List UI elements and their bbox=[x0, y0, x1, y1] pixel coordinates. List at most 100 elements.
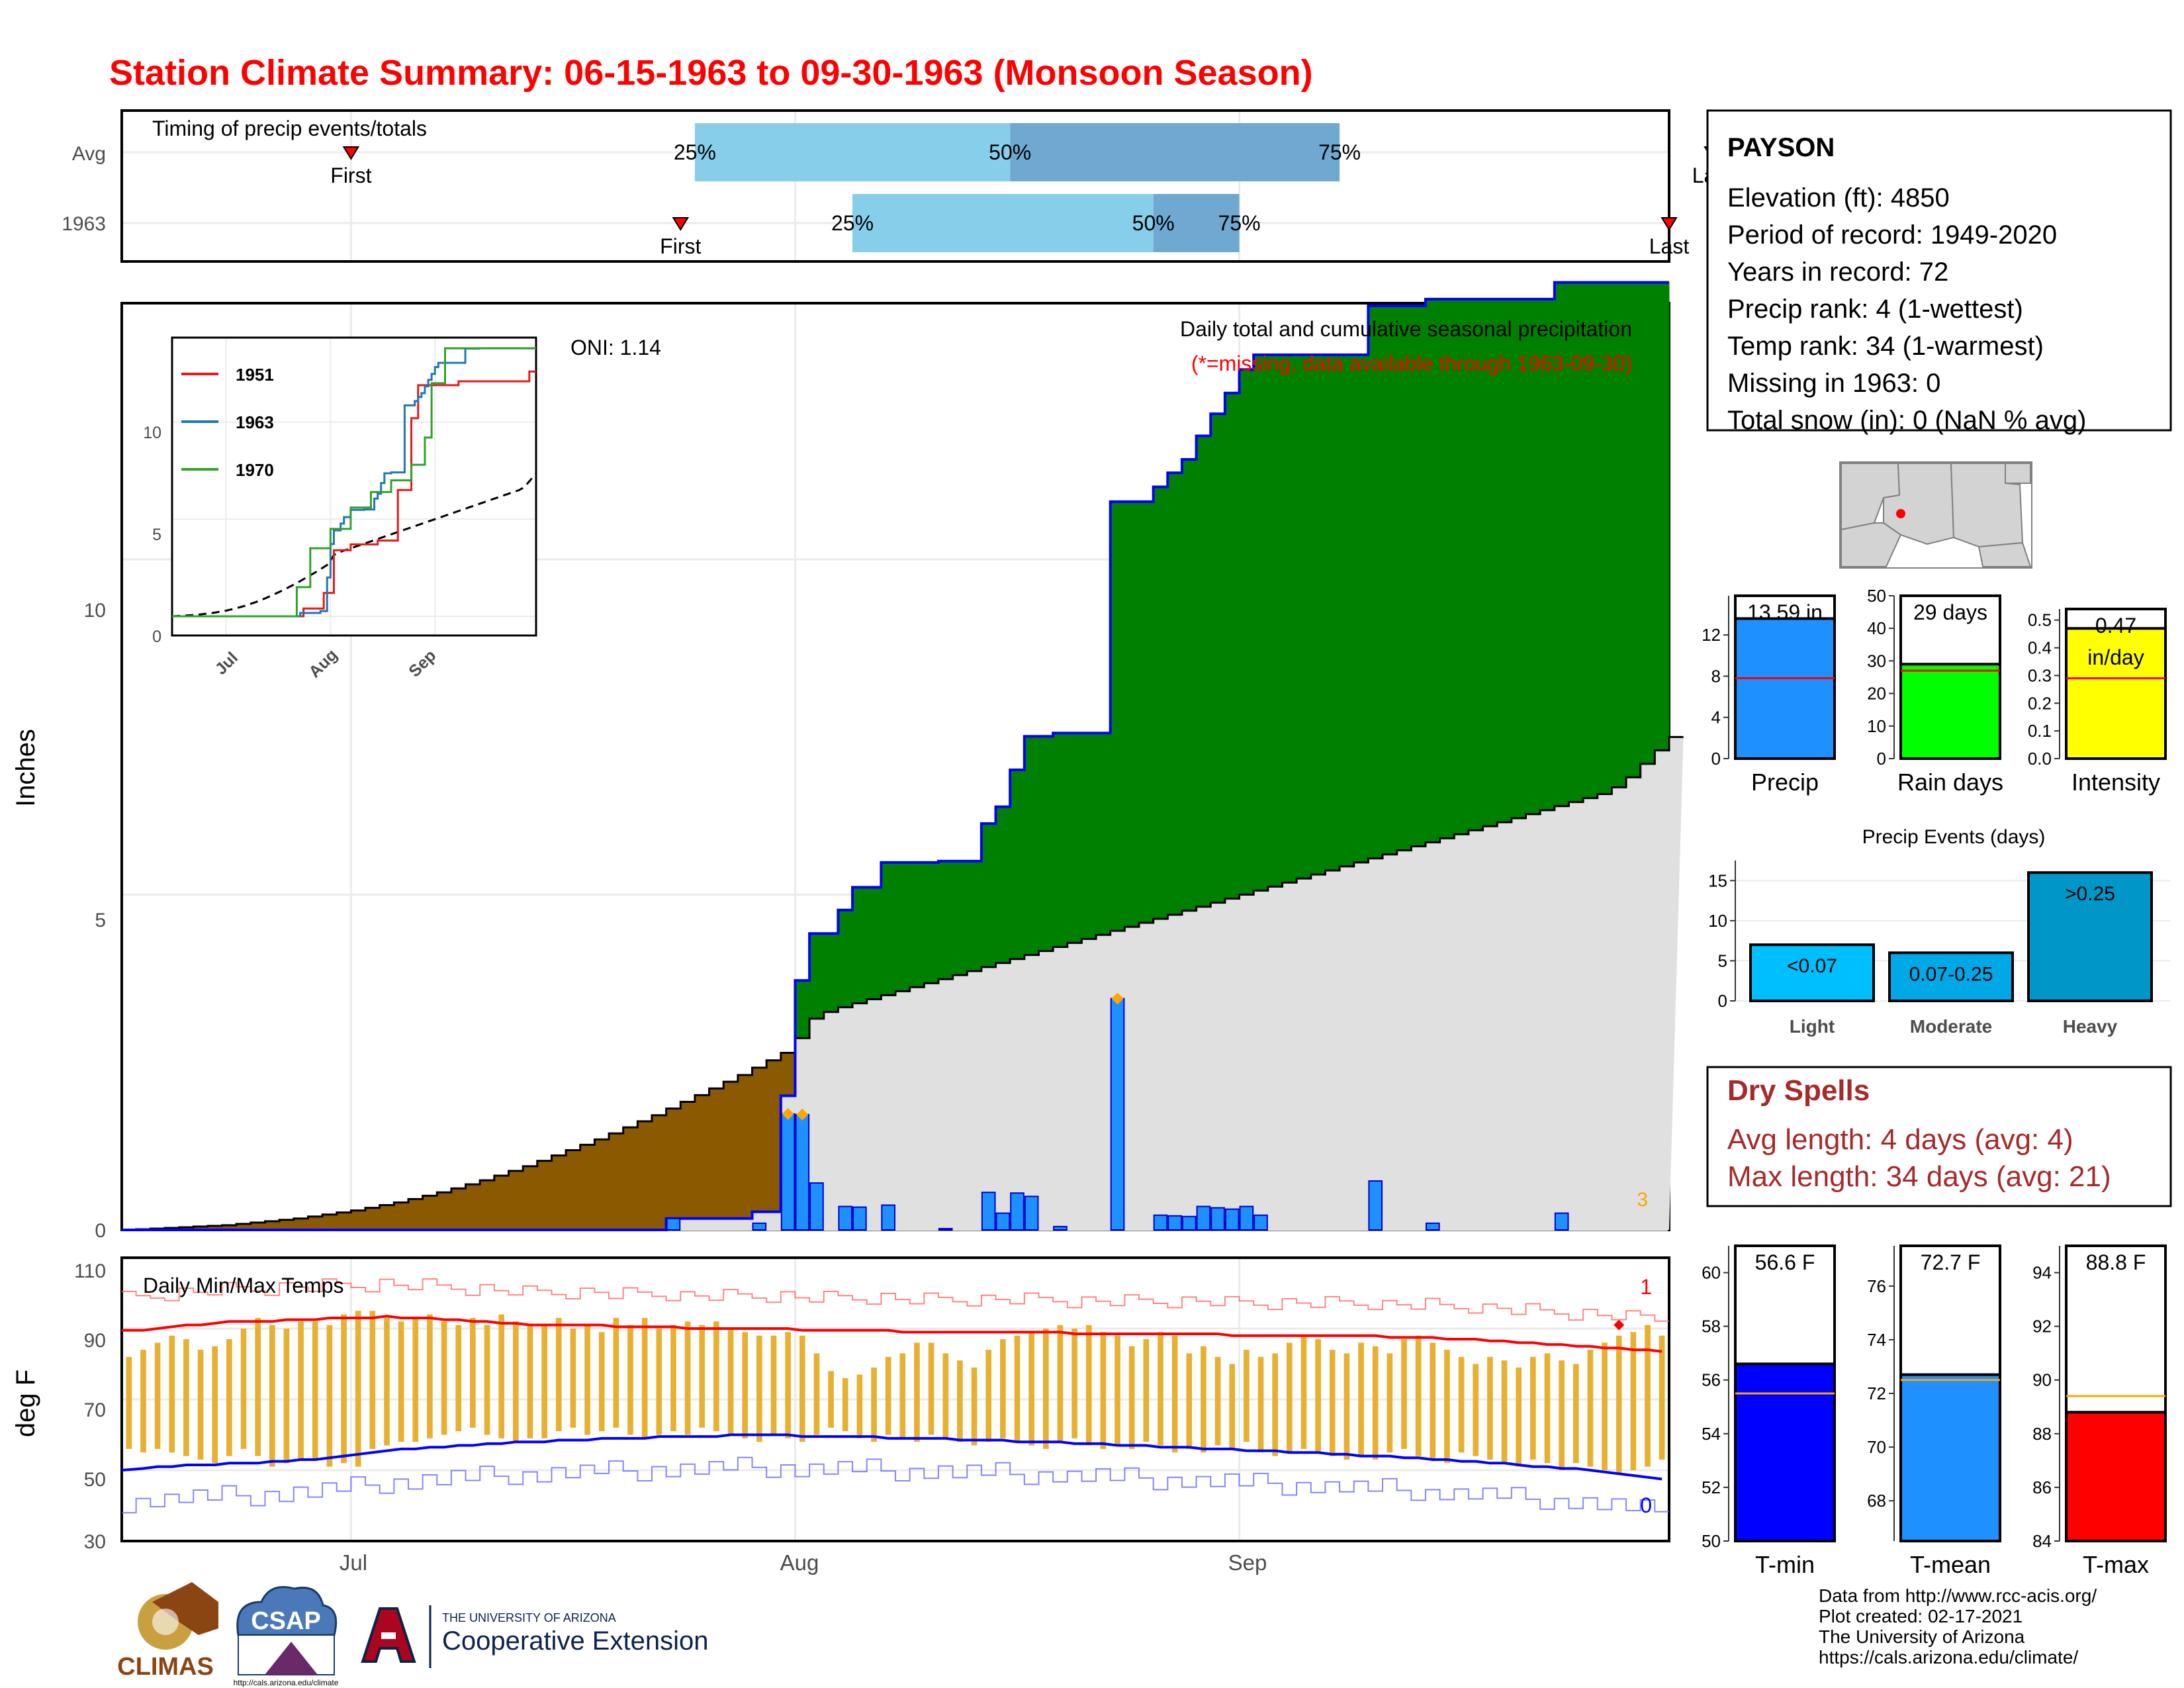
temp-bar-54 bbox=[899, 1353, 906, 1438]
csap-text: CSAP bbox=[251, 1607, 321, 1635]
above-average-fill-73 bbox=[1167, 473, 1183, 915]
below-average-fill-38 bbox=[666, 1108, 681, 1219]
temp-bar-24 bbox=[470, 1317, 476, 1428]
above-average-fill-74 bbox=[1181, 459, 1197, 911]
summary-intensity: 0.0 0.1 0.2 0.3 0.4 0.5 0.47 in/day Intensity bbox=[2028, 608, 2167, 796]
daily-precip-bar-79 bbox=[1253, 1214, 1268, 1231]
above-average-fill-100 bbox=[1554, 282, 1569, 806]
temp-bar-86 bbox=[1358, 1342, 1364, 1456]
temp-bar-60 bbox=[985, 1350, 992, 1442]
temp-bar-11 bbox=[283, 1329, 290, 1464]
timing-p50-label-1963: 50% bbox=[1132, 211, 1175, 235]
temp-bar-103 bbox=[1602, 1342, 1608, 1470]
daily-precip-bar-51 bbox=[852, 1206, 867, 1231]
page-title: Station Climate Summary: 06-15-1963 to 0… bbox=[109, 53, 1313, 93]
tmean-ytick-2: 72 bbox=[1867, 1383, 1886, 1403]
timing-p50-label-avg: 50% bbox=[989, 140, 1031, 164]
precip-name-label: Precip bbox=[1751, 769, 1819, 796]
temp-bar-95 bbox=[1487, 1356, 1493, 1460]
below-average-fill-41 bbox=[709, 1088, 724, 1219]
daily-precip-bar-57 bbox=[938, 1227, 953, 1231]
temp-ytick-90: 90 bbox=[84, 1330, 106, 1352]
inset-line-1970 bbox=[172, 347, 536, 618]
above-average-fill-53 bbox=[881, 862, 896, 996]
daily-precip-bar-87 bbox=[1368, 1180, 1383, 1231]
above-average-fill-59 bbox=[967, 861, 982, 971]
below-average-fill-4 bbox=[179, 1227, 194, 1230]
temp-bar-25 bbox=[484, 1325, 490, 1435]
below-average-fill-28 bbox=[523, 1166, 538, 1230]
events-ytick-1: 5 bbox=[1718, 951, 1727, 970]
temp-bar-32 bbox=[584, 1325, 590, 1435]
precip-value-label: 13.59 in bbox=[1747, 600, 1823, 624]
above-average-fill-83 bbox=[1310, 354, 1326, 875]
timing-first-label-1963: First bbox=[660, 234, 701, 258]
below-average-fill-25 bbox=[480, 1180, 495, 1230]
inset-chart: 1951 1963 1970 0 5 10 Jul Aug Sep bbox=[143, 336, 537, 681]
temp-bar-49 bbox=[828, 1371, 834, 1428]
events-ytick-0: 0 bbox=[1718, 991, 1727, 1011]
daily-precip-bar-100 bbox=[1554, 1212, 1569, 1231]
daily-precip-bar-65 bbox=[1053, 1225, 1068, 1231]
credit-line-2: Plot created: 02-17-2021 bbox=[1819, 1606, 2023, 1626]
precip-ytick-2: 8 bbox=[1711, 666, 1721, 686]
above-average-fill-94 bbox=[1468, 299, 1484, 831]
tmax-bar bbox=[2065, 1411, 2167, 1543]
temp-bar-31 bbox=[570, 1329, 576, 1428]
events-category-2: Heavy bbox=[2063, 1016, 2118, 1037]
ua-small-text: THE UNIVERSITY OF ARIZONA bbox=[442, 1611, 616, 1624]
below-average-fill-34 bbox=[609, 1133, 624, 1230]
daily-precip-bar-77 bbox=[1224, 1208, 1240, 1231]
climas-text: CLIMAS bbox=[117, 1653, 214, 1681]
above-average-fill-71 bbox=[1139, 501, 1154, 923]
below-average-fill-24 bbox=[465, 1184, 480, 1230]
temp-bar-80 bbox=[1272, 1353, 1279, 1456]
temp-bar-16 bbox=[355, 1311, 361, 1467]
above-average-fill-92 bbox=[1439, 299, 1455, 839]
above-average-fill-102 bbox=[1583, 282, 1598, 798]
above-average-fill-90 bbox=[1411, 306, 1426, 847]
temp-bar-100 bbox=[1559, 1360, 1565, 1470]
above-average-fill-49 bbox=[823, 933, 839, 1012]
cloud-icon bbox=[236, 1586, 338, 1636]
missing-count: 3 bbox=[1637, 1189, 1648, 1211]
avg-cumulative-line bbox=[122, 735, 1684, 1231]
timing-first-label-avg: First bbox=[330, 164, 371, 187]
below-average-fill-18 bbox=[379, 1205, 394, 1230]
temp-bar-0 bbox=[126, 1356, 132, 1449]
temp-label: Daily Min/Max Temps bbox=[143, 1274, 343, 1297]
record-min-line bbox=[122, 1456, 1669, 1514]
below-average-fill-16 bbox=[351, 1210, 366, 1230]
tmax-normal-line bbox=[122, 1315, 1662, 1353]
above-average-fill-84 bbox=[1325, 354, 1340, 871]
temp-bar-26 bbox=[498, 1314, 505, 1438]
below-average-fill-12 bbox=[293, 1218, 308, 1230]
precip-caption: Daily total and cumulative seasonal prec… bbox=[1180, 317, 1632, 341]
temp-bar-15 bbox=[341, 1314, 347, 1464]
daily-precip-marker-47 bbox=[796, 1108, 809, 1121]
daily-precip-bar-63 bbox=[1024, 1196, 1039, 1231]
raindays-ytick-4: 40 bbox=[1867, 618, 1886, 638]
temp-bar-39 bbox=[684, 1321, 691, 1435]
below-average-fill-39 bbox=[680, 1102, 696, 1219]
station-period: Period of record: 1949-2020 bbox=[1727, 220, 2057, 250]
above-average-fill-51 bbox=[852, 887, 868, 1004]
temp-bar-88 bbox=[1387, 1353, 1393, 1453]
temp-bar-63 bbox=[1028, 1332, 1034, 1446]
temp-bar-64 bbox=[1042, 1329, 1049, 1449]
temp-bar-12 bbox=[298, 1321, 304, 1460]
summary-tmin: 50 52 54 56 58 60 56.6 F T-min bbox=[1702, 1244, 1836, 1578]
above-average-fill-68 bbox=[1096, 733, 1111, 935]
tmean-ytick-3: 74 bbox=[1867, 1330, 1886, 1350]
temp-bar-78 bbox=[1244, 1350, 1250, 1442]
raindays-ytick-2: 20 bbox=[1867, 684, 1886, 704]
temp-bar-89 bbox=[1401, 1339, 1407, 1449]
tmean-bar bbox=[1899, 1373, 2001, 1542]
above-average-fill-77 bbox=[1224, 393, 1240, 899]
footer-credits: Data from http://www.rcc-acis.org/ Plot … bbox=[1819, 1585, 2097, 1667]
credit-line-1: Data from http://www.rcc-acis.org/ bbox=[1819, 1585, 2097, 1606]
station-snow: Total snow (in): 0 (NaN % avg) bbox=[1727, 406, 2086, 435]
inset-ytick-0: 0 bbox=[152, 628, 161, 646]
